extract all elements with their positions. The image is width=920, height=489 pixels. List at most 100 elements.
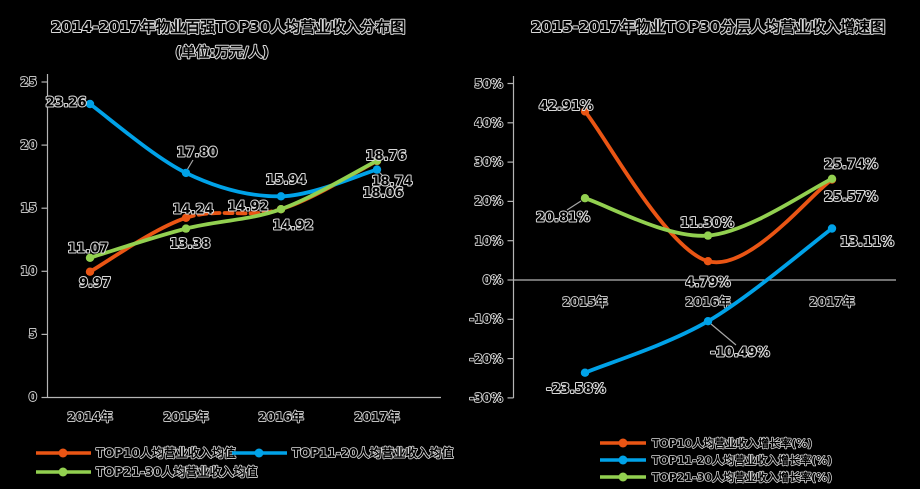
left-y-axis: 25 20 15 10 5 0 [19,74,49,405]
x-category-label: 2015年 [562,294,607,309]
data-point [580,194,590,203]
y-tick-label: -10% [469,312,503,326]
data-point-label: -23.58% [546,382,606,397]
series-line-segment [184,207,283,231]
legend-label: TOP11-20人均营业收入增长率(%) [652,453,832,467]
y-tick-label: 20 [20,138,37,152]
legend-dot-marker [254,448,264,458]
series-line-segment [88,226,188,260]
data-point-label: 4.79% [685,276,730,291]
y-tick-label: 20% [474,194,503,208]
label-leader-line [378,171,387,180]
series-line-segment [706,226,834,324]
data-point [827,224,837,233]
data-point [580,107,590,116]
legend-item: TOP10人均营业收入增长率(%) [600,435,813,451]
series-line-segment [706,177,834,265]
data-point [372,156,382,165]
data-point [703,257,713,266]
data-point [181,213,191,222]
data-point-label: 42.91% [539,99,593,114]
legend-item: TOP11-20人均营业收入增长率(%) [600,452,833,468]
y-tick-label: 0% [483,273,503,287]
legend-label: TOP10人均营业收入均值 [96,445,236,460]
data-point [703,317,713,326]
legend-dot-marker [58,467,68,477]
data-point-label: 11.30% [680,216,734,231]
left-x-axis-labels: 2014年 2015年 2016年 2017年 [66,408,400,425]
data-point-label: 14.92 [227,200,268,215]
series-line-segment [88,102,188,175]
y-tick-label: 10% [474,234,503,248]
series-line-segment [279,158,379,212]
data-point [181,168,191,178]
data-point-label: 13.38 [169,237,210,252]
x-category-label: 2014年 [67,409,112,424]
y-tick-label: 50% [474,77,503,91]
data-point [703,231,713,240]
series-line-segment [184,171,283,199]
legend-item: TOP10人均营业收入均值 [36,444,237,461]
y-tick-label: 40% [474,116,503,130]
y-tick-label: -20% [469,352,503,366]
y-tick-label: 30% [474,155,503,169]
legend-item: TOP11-20人均营业收入均值 [232,444,454,461]
data-point-label: 18.76 [365,149,406,164]
x-category-label: 2017年 [809,294,854,309]
data-point [85,253,95,262]
data-point-label: 15.94 [265,173,306,188]
data-point-label: 9.97 [79,276,111,291]
data-point-label: 18.74 [371,175,412,190]
data-point-label: 14.92 [272,219,313,234]
legend-item: TOP21-30人均营业收入增长率(%) [600,469,833,485]
series-line-segment [583,196,710,238]
legend-label: TOP10人均营业收入增长率(%) [652,436,812,450]
y-tick-label: 10 [20,264,37,278]
y-tick-label: 5 [29,327,37,341]
right-y-axis: 50% 40% 30% 20% 10% 0% -10% -20% -30% [468,76,515,406]
series-line-segment [583,109,710,264]
data-point-label: 25.57% [824,190,878,205]
left-chart: 2014-2017年物业百强TOP30人均营业收入分布图 (单位:万元/人) 2… [19,17,454,480]
x-category-label: 2016年 [258,409,303,424]
data-point-label: 20.81% [536,211,590,226]
data-point-label: 18.06 [362,186,403,201]
x-category-label: 2017年 [354,409,399,424]
series-line-segment [583,319,710,375]
left-legend: TOP10人均营业收入均值 TOP11-20人均营业收入均值 TOP21-30人… [36,444,454,480]
label-leader-line [710,323,737,346]
data-point [276,205,286,214]
legend-item: TOP21-30人均营业收入均值 [36,463,258,480]
legend-dot-marker [618,438,628,448]
y-tick-label: 15 [20,201,37,215]
data-point-label: -10.49% [710,346,770,361]
legend-label: TOP21-30人均营业收入均值 [96,464,258,479]
data-point-label: 23.26 [45,96,86,111]
legend-dot-marker [618,455,628,465]
right-x-axis-labels: 2015年 2016年 2017年 [561,293,855,310]
label-leader-line [186,159,194,171]
data-point [85,99,95,109]
right-plot-series: 42.91% 4.79% 25.57% -23.58% -10.49% 13.11% 20.… [535,98,895,398]
right-legend: TOP10人均营业收入增长率(%) TOP11-20人均营业收入增长率(%) T… [600,435,833,485]
legend-label: TOP21-30人均营业收入增长率(%) [652,470,832,484]
data-point [276,192,286,201]
data-point [827,174,837,183]
data-point [372,165,382,174]
y-tick-label: -30% [469,391,503,405]
y-tick-label: 0 [29,390,37,404]
data-point-label: 17.80 [176,145,217,160]
right-chart: 2015-2017年物业TOP30分层人均营业收入增速图 50% 40% 30%… [468,17,896,485]
legend-label: TOP11-20人均营业收入均值 [292,445,454,460]
left-chart-title: 2014-2017年物业百强TOP30人均营业收入分布图 [51,18,406,36]
data-point-label: 13.11% [840,235,894,250]
data-point-label: 25.74% [824,157,878,172]
legend-dot-marker [58,448,68,458]
data-point [85,267,95,276]
x-category-label: 2015年 [163,409,208,424]
data-point [181,224,191,233]
data-point-label: 11.07 [67,241,108,256]
label-leader-line [566,200,582,211]
